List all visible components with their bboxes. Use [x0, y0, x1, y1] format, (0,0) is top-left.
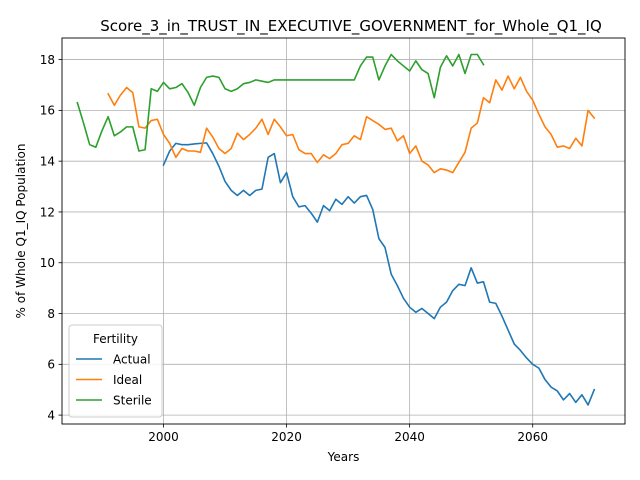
legend-label-ideal: Ideal	[113, 373, 142, 387]
plot-frame	[61, 37, 626, 425]
y-tick-label: 10	[40, 256, 55, 270]
x-tick-label: 2060	[517, 430, 548, 444]
legend-label-sterile: Sterile	[113, 393, 152, 407]
legend: Fertility Actual Ideal Sterile	[68, 324, 163, 418]
y-tick-label: 12	[40, 205, 55, 219]
y-tick-label: 14	[40, 154, 55, 168]
legend-title: Fertility	[93, 332, 138, 346]
x-tick-label: 2020	[271, 430, 302, 444]
y-tick-label: 4	[47, 408, 55, 422]
legend-entries: Actual Ideal Sterile	[76, 352, 152, 407]
x-tick-label: 2040	[394, 430, 425, 444]
y-axis-ticks: 4 6 8 10 12 14 16 18	[40, 53, 62, 422]
series-line-ideal	[107, 75, 596, 174]
series-line-actual	[162, 142, 596, 406]
series-lines	[76, 53, 596, 406]
y-axis-label: % of Whole Q1_IQ Population	[14, 144, 28, 319]
chart-title: Score_3_in_TRUST_IN_EXECUTIVE_GOVERNMENT…	[100, 17, 602, 36]
legend-box	[68, 324, 163, 418]
x-tick-label: 2000	[148, 430, 179, 444]
y-tick-label: 16	[40, 104, 55, 118]
x-axis-label: Years	[327, 450, 360, 464]
legend-label-actual: Actual	[113, 352, 151, 366]
y-tick-label: 8	[47, 307, 55, 321]
y-tick-label: 6	[47, 358, 55, 372]
series-line-sterile	[76, 53, 485, 152]
y-tick-label: 18	[40, 53, 55, 67]
x-axis-ticks: 2000 2020 2040 2060	[148, 424, 548, 444]
